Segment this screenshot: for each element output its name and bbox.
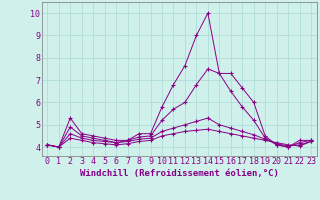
X-axis label: Windchill (Refroidissement éolien,°C): Windchill (Refroidissement éolien,°C) bbox=[80, 169, 279, 178]
